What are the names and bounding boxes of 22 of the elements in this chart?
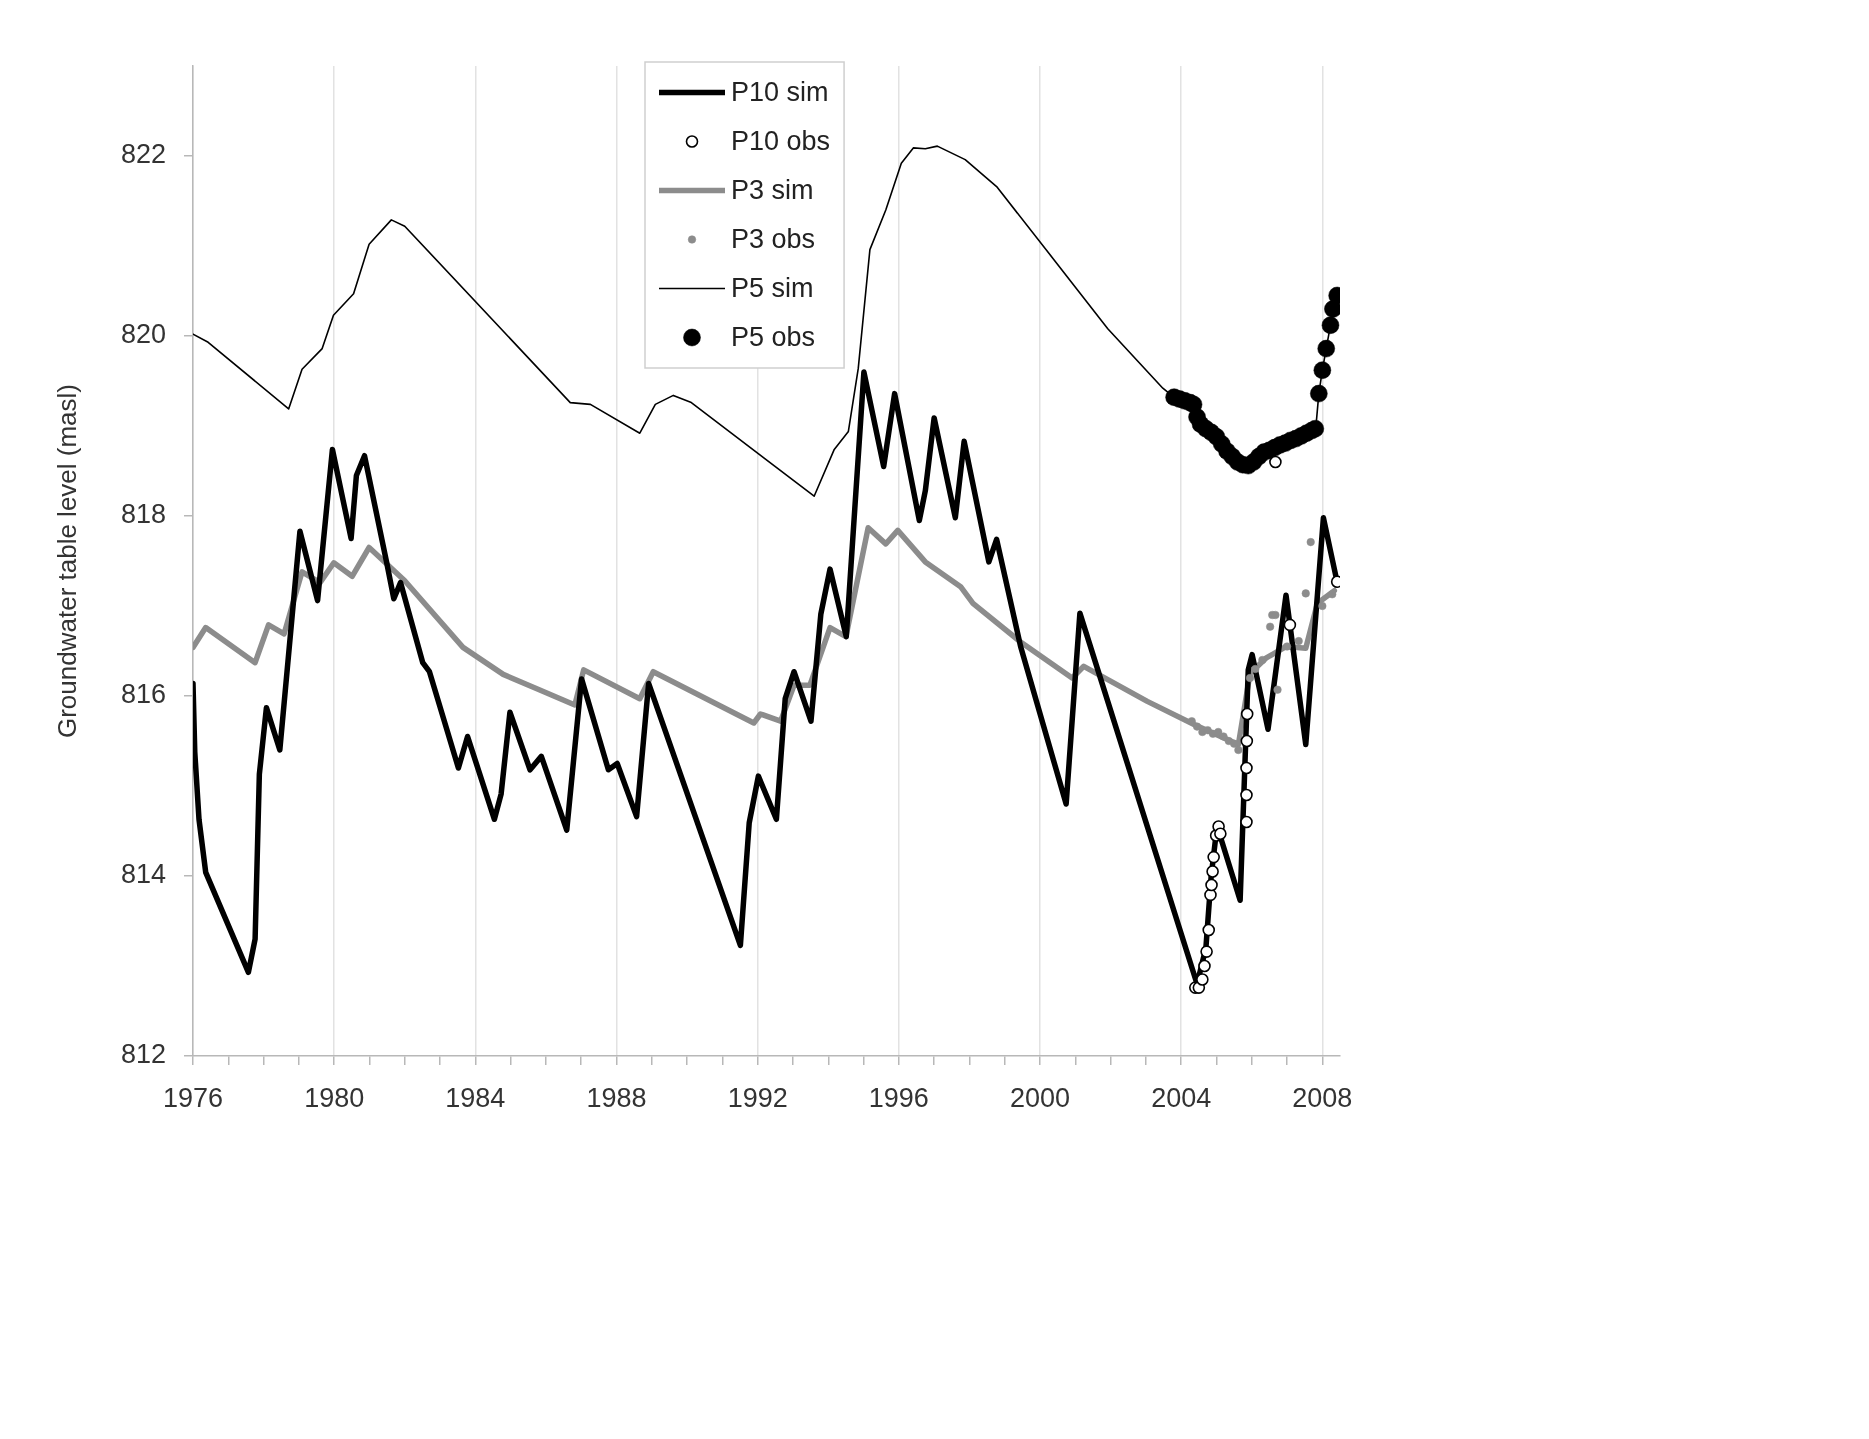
x-tick-label: 2004: [1151, 1082, 1212, 1113]
y-tick-label: 822: [120, 139, 166, 170]
x-tick-label: 1984: [445, 1082, 506, 1113]
x-tick-label: 2000: [1009, 1082, 1071, 1113]
legend-label: P10 obs: [731, 125, 831, 156]
legend-label: P3 sim: [731, 174, 814, 205]
y-tick-label: 818: [120, 499, 166, 530]
x-tick-label: 1976: [162, 1082, 224, 1113]
y-tick-label: 820: [120, 319, 166, 350]
x-tick-label: 1988: [586, 1082, 647, 1113]
y-tick-label: 812: [120, 1039, 166, 1070]
legend-label: P5 obs: [731, 321, 816, 352]
x-tick-label: 1980: [304, 1082, 365, 1113]
y-tick-label: 814: [120, 859, 166, 890]
x-tick-label: 1992: [727, 1082, 788, 1113]
legend-label: P10 sim: [731, 76, 829, 107]
legend-label: P3 obs: [731, 223, 816, 254]
y-axis-title: Groundwater table level (masl): [51, 383, 82, 739]
x-tick-label: 2008: [1292, 1082, 1353, 1113]
y-tick-label: 816: [120, 679, 166, 710]
legend-label: P5 sim: [731, 272, 814, 303]
x-tick-label: 1996: [868, 1082, 929, 1113]
